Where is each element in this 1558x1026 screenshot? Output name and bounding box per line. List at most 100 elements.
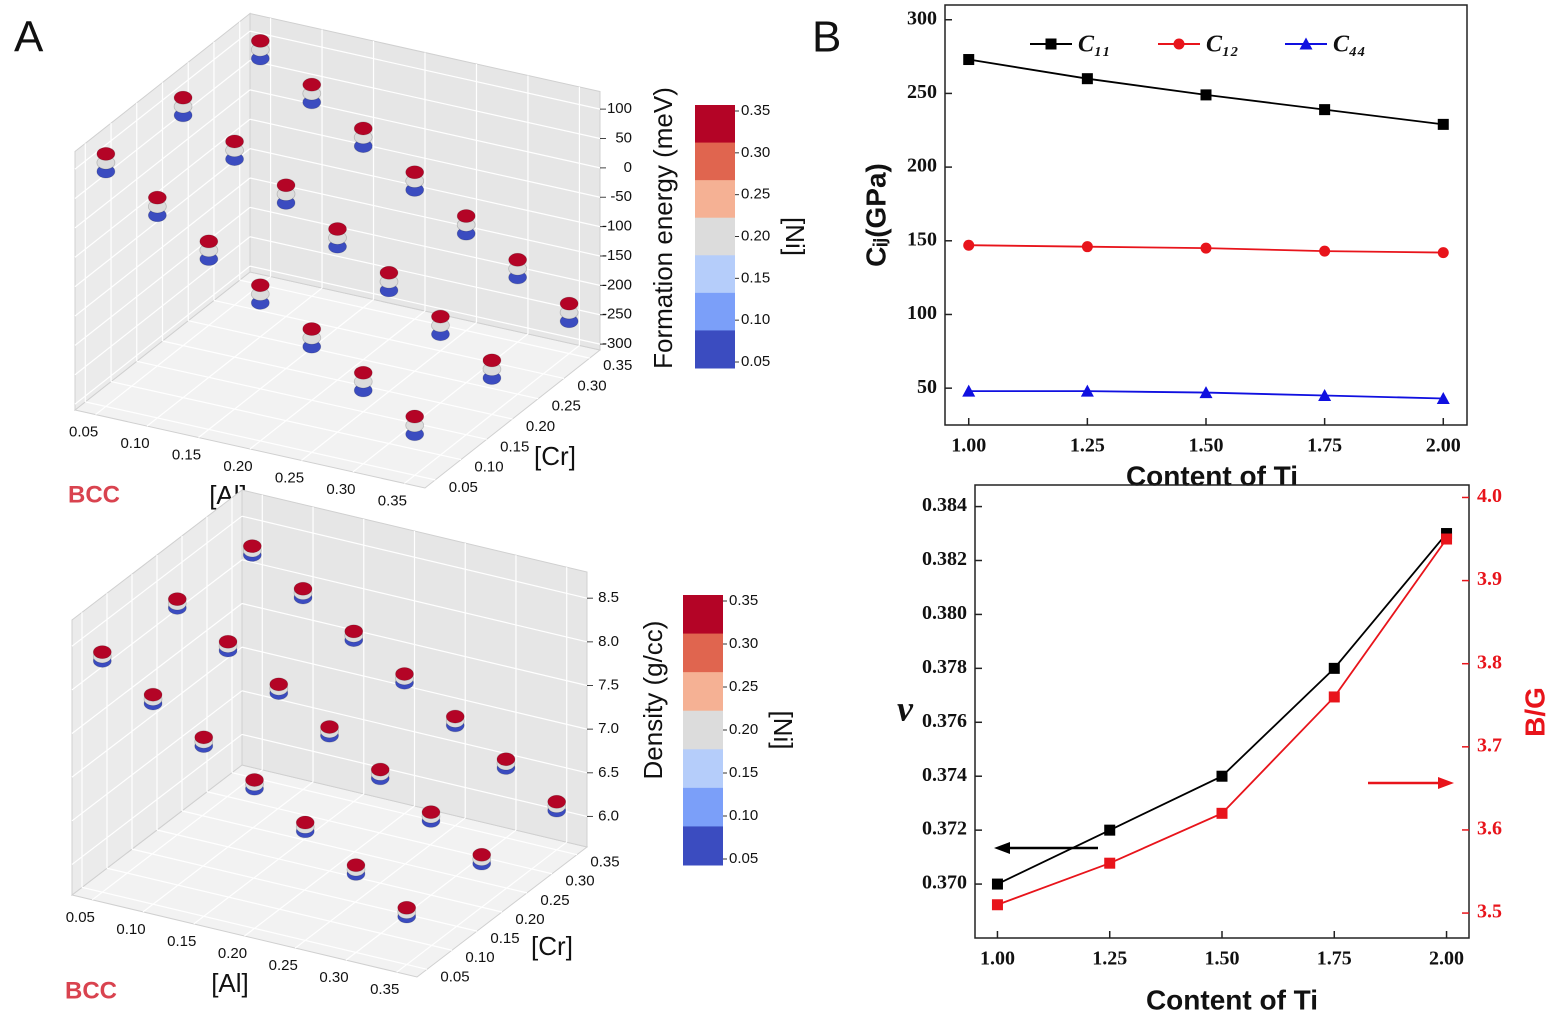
y2-tick-label: 3.8: [1477, 651, 1502, 673]
marker: [1200, 89, 1212, 101]
x-tick-label: 1.25: [1092, 948, 1127, 970]
z-tick-label: 0: [624, 159, 632, 176]
point: [143, 687, 163, 702]
x-tick-label: 0.30: [326, 481, 355, 498]
grid-line: [249, 206, 601, 286]
z-tick-label: 8.5: [598, 589, 619, 606]
grid-line: [181, 810, 528, 894]
grid-line: [156, 829, 503, 913]
colorbar-tick-label: 0.10: [729, 807, 758, 824]
point: [320, 720, 339, 734]
colorbar-band: [695, 142, 735, 181]
point: [225, 134, 244, 149]
grid-line: [110, 381, 462, 461]
y2-tick-label: 4.0: [1477, 485, 1502, 507]
marker: [1104, 857, 1116, 869]
x-tick-label: 1.00: [951, 435, 986, 457]
point: [167, 592, 187, 607]
colorbar-label: [Ni]: [768, 711, 798, 750]
marker: [1437, 118, 1449, 130]
x-tick-label: 0.25: [269, 957, 298, 974]
colorbar-tick-label: 0.25: [729, 678, 758, 695]
colorbar-band: [683, 749, 723, 789]
grid-line: [249, 177, 601, 257]
y-tick-label: 0.384: [922, 494, 967, 516]
z-tick-label: -200: [602, 276, 632, 293]
point: [431, 309, 450, 324]
grid-line: [74, 265, 251, 405]
y-tick-label: 0.376: [922, 710, 967, 732]
point: [379, 265, 399, 280]
series-line: [997, 532, 1448, 885]
grid-line: [74, 206, 251, 346]
z-tick-label: 100: [607, 100, 632, 117]
colorbar-band: [683, 787, 723, 827]
point: [482, 353, 502, 368]
colorbar-tick-label: 0.20: [741, 227, 770, 244]
grid-line: [131, 848, 478, 932]
x-tick-label: 0.30: [319, 969, 348, 986]
marker: [1104, 824, 1116, 836]
x-tick-label: 0.20: [218, 945, 247, 962]
grid-line: [74, 118, 251, 258]
y-tick-label: 150: [907, 228, 937, 250]
series-line: [997, 538, 1448, 906]
legend-label: C₄₄: [1333, 32, 1366, 58]
x-tick-label: 0.10: [120, 435, 149, 452]
point: [147, 190, 167, 205]
y2-tick-label: 3.6: [1477, 818, 1502, 840]
y-tick-label: 0.30: [565, 873, 594, 890]
colorbar-band: [695, 292, 735, 331]
y-tick-label: 0.35: [590, 854, 619, 871]
grid-line: [213, 299, 565, 379]
grid-line: [71, 603, 243, 734]
legend-label: C₁₂: [1206, 32, 1239, 58]
point: [92, 645, 112, 659]
point: [269, 677, 289, 692]
x-axis-label: Content of Ti: [1146, 984, 1318, 1015]
colorbar-band: [683, 672, 723, 712]
plot-frame: [974, 484, 1470, 939]
legend-label: C₁₁: [1078, 32, 1111, 58]
x-tick-label: 0.10: [116, 921, 145, 938]
marker: [1328, 691, 1340, 703]
x-tick-label: 0.05: [69, 424, 98, 441]
z-tick-label: 7.5: [598, 676, 619, 693]
grid-line: [241, 646, 588, 730]
x-axis-label: [Al]: [211, 968, 249, 998]
colorbar-band: [695, 180, 735, 219]
z-tick-label: 7.0: [598, 720, 619, 737]
y2-tick-label: 3.9: [1477, 568, 1502, 590]
grid-line: [241, 690, 588, 774]
x-tick-label: 0.15: [172, 446, 201, 463]
point: [295, 815, 315, 830]
y-tick-label: 0.374: [922, 764, 967, 786]
y-tick-label: 0.372: [922, 818, 967, 840]
arrow-head: [994, 842, 1010, 854]
point: [250, 33, 270, 48]
colorbar-band: [695, 330, 735, 369]
marker: [1319, 104, 1331, 116]
y-tick-label: 0.25: [552, 398, 581, 415]
z-axis-label: Formation energy (meV): [648, 87, 678, 369]
point: [302, 77, 322, 92]
colorbar-tick-label: 0.05: [729, 850, 758, 867]
marker: [1081, 241, 1093, 253]
marker: [963, 239, 975, 251]
z-tick-label: -150: [602, 247, 632, 264]
colorbar-tick-label: 0.05: [741, 353, 770, 370]
x-tick-label: 0.25: [275, 469, 304, 486]
point: [445, 709, 465, 724]
point: [194, 730, 214, 745]
x-axis-label: Content of Ti: [1126, 460, 1298, 491]
x-tick-label: 2.00: [1426, 435, 1461, 457]
z-axis-label: Density (g/cc): [638, 621, 668, 780]
point: [496, 752, 516, 767]
y-tick-label: 200: [907, 155, 937, 177]
marker: [1441, 533, 1453, 545]
y-tick-label: 0.10: [465, 949, 494, 966]
x-tick-label: 1.00: [980, 948, 1015, 970]
grid-line: [249, 148, 601, 228]
